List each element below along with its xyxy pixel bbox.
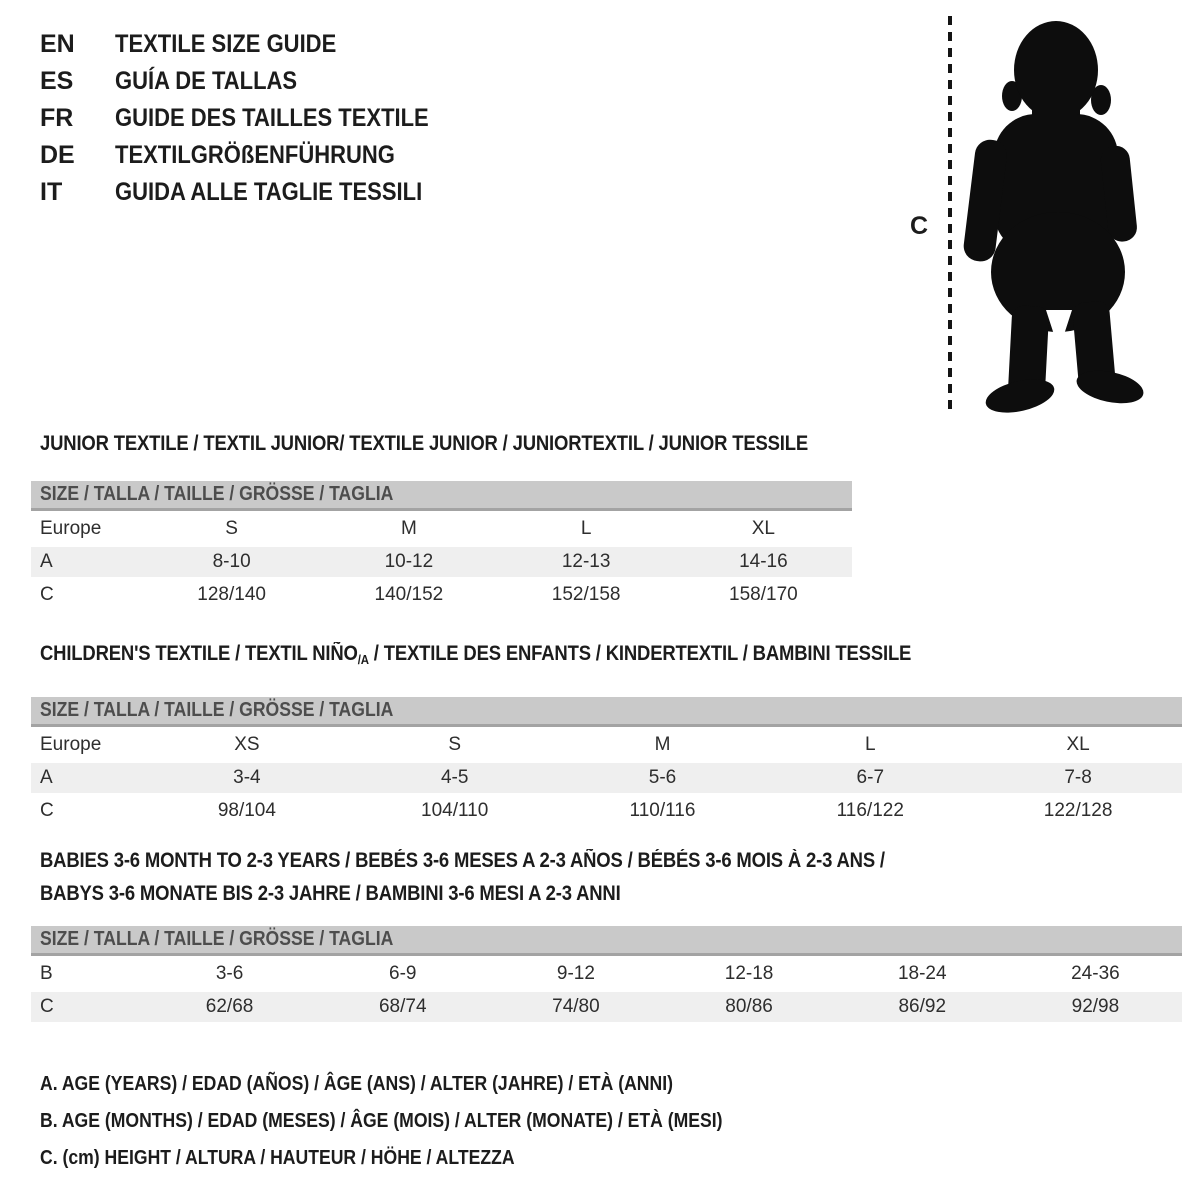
row-label: Europe — [40, 518, 102, 539]
junior-size-table: SIZE / TALLA / TAILLE / GRÖSSE / TAGLIA … — [31, 481, 852, 610]
row-label: C — [40, 800, 54, 821]
table-row-age: A 3-4 4-5 5-6 6-7 7-8 — [31, 760, 1182, 793]
size-cell: XL — [1066, 734, 1090, 755]
size-cell: M — [654, 734, 671, 755]
size-cell: S — [225, 518, 238, 539]
row-label: Europe — [40, 734, 102, 755]
lang-code: FR — [40, 104, 74, 132]
height-cell: 104/110 — [421, 800, 489, 821]
height-cell: 80/86 — [725, 996, 773, 1017]
section-junior-textile: JUNIOR TEXTILE / TEXTIL JUNIOR/ TEXTILE … — [31, 432, 852, 610]
table-row-height: C 98/104 104/110 110/116 116/122 122/128 — [31, 793, 1182, 826]
lang-code: EN — [40, 30, 75, 58]
height-cell: 122/128 — [1043, 800, 1113, 821]
lang-code: IT — [40, 178, 63, 206]
section-babies-textile: BABIES 3-6 MONTH TO 2-3 YEARS / BEBÉS 3-… — [31, 844, 1182, 1022]
row-label: B — [40, 963, 53, 984]
size-cell: L — [865, 734, 876, 755]
lang-row-it: IT GUIDA ALLE TAGLIE TESSILI — [40, 174, 472, 211]
lang-code: ES — [40, 67, 74, 95]
height-cell: 92/98 — [1071, 996, 1120, 1017]
height-cell: 86/92 — [898, 996, 947, 1017]
height-cell: 128/140 — [197, 584, 266, 605]
size-header-bar: SIZE / TALLA / TAILLE / GRÖSSE / TAGLIA — [31, 697, 1182, 727]
section-title-children: CHILDREN'S TEXTILE / TEXTIL NIÑO/A / TEX… — [40, 642, 912, 667]
lang-title: GUIDE DES TAILLES TEXTILE — [115, 104, 429, 132]
section-title-babies: BABIES 3-6 MONTH TO 2-3 YEARS / BEBÉS 3-… — [40, 849, 885, 905]
months-cell: 6-9 — [389, 963, 417, 984]
months-cell: 18-24 — [897, 963, 947, 984]
toddler-silhouette — [963, 21, 1144, 413]
table-row-europe: Europe S M L XL — [31, 511, 852, 544]
lang-title: TEXTILGRÖßENFÜHRUNG — [115, 141, 395, 169]
age-cell: 3-4 — [233, 767, 261, 788]
size-cell: XL — [751, 518, 775, 539]
babies-size-table: SIZE / TALLA / TAILLE / GRÖSSE / TAGLIA … — [31, 926, 1182, 1022]
lang-code: DE — [40, 141, 75, 169]
age-cell: 12-13 — [561, 551, 611, 572]
legend-block: A. AGE (YEARS) / EDAD (AÑOS) / ÂGE (ANS)… — [40, 1066, 816, 1177]
size-cell: S — [448, 734, 462, 755]
lang-title: GUÍA DE TALLAS — [115, 67, 298, 95]
height-measure-dashed-line — [948, 16, 952, 416]
height-cell: 116/122 — [836, 800, 904, 821]
table-row-age: A 8-10 10-12 12-13 14-16 — [31, 544, 852, 577]
lang-title: GUIDA ALLE TAGLIE TESSILI — [115, 178, 423, 206]
months-cell: 24-36 — [1071, 963, 1120, 984]
lang-row-fr: FR GUIDE DES TAILLES TEXTILE — [40, 100, 472, 137]
lang-row-es: ES GUÍA DE TALLAS — [40, 63, 472, 100]
size-cell: L — [580, 518, 592, 539]
height-measure-label: C — [910, 212, 929, 240]
height-cell: 98/104 — [217, 800, 276, 821]
section-title-junior: JUNIOR TEXTILE / TEXTIL JUNIOR/ TEXTILE … — [40, 432, 809, 455]
age-cell: 14-16 — [739, 551, 788, 572]
legend-line-b: B. AGE (MONTHS) / EDAD (MESES) / ÂGE (MO… — [40, 1110, 723, 1132]
height-cell: 74/80 — [552, 996, 600, 1017]
size-cell: M — [400, 518, 417, 539]
height-cell: 140/152 — [374, 584, 444, 605]
row-label: A — [40, 551, 53, 572]
table-row-height: C 62/68 68/74 74/80 80/86 86/92 92/98 — [31, 989, 1182, 1022]
nino-a-subscript: /A — [357, 652, 369, 667]
height-cell: 62/68 — [205, 996, 254, 1017]
months-cell: 9-12 — [556, 963, 595, 984]
size-cell: XS — [234, 734, 260, 755]
table-row-europe: Europe XS S M L XL — [31, 727, 1182, 760]
legend-line-c: C. (cm) HEIGHT / ALTURA / HAUTEUR / HÖHE… — [40, 1147, 515, 1169]
size-header-bar: SIZE / TALLA / TAILLE / GRÖSSE / TAGLIA — [31, 481, 852, 511]
lang-title: TEXTILE SIZE GUIDE — [115, 30, 337, 58]
legend-line-a: A. AGE (YEARS) / EDAD (AÑOS) / ÂGE (ANS)… — [40, 1073, 673, 1095]
age-cell: 6-7 — [856, 767, 885, 788]
size-header-bar: SIZE / TALLA / TAILLE / GRÖSSE / TAGLIA — [31, 926, 1182, 956]
age-cell: 5-6 — [648, 767, 677, 788]
height-cell: 110/116 — [629, 800, 696, 821]
section-children-textile: CHILDREN'S TEXTILE / TEXTIL NIÑO/A / TEX… — [31, 642, 1182, 826]
age-cell: 8-10 — [212, 551, 251, 572]
age-cell: 7-8 — [1064, 767, 1092, 788]
language-title-block: EN TEXTILE SIZE GUIDE ES GUÍA DE TALLAS … — [40, 26, 472, 211]
lang-row-de: DE TEXTILGRÖßENFÜHRUNG — [40, 137, 472, 174]
months-cell: 12-18 — [724, 963, 774, 984]
table-row-height: C 128/140 140/152 152/158 158/170 — [31, 577, 852, 610]
months-cell: 3-6 — [215, 963, 244, 984]
height-cell: 152/158 — [551, 584, 621, 605]
table-row-months: B 3-6 6-9 9-12 12-18 18-24 24-36 — [31, 956, 1182, 989]
row-label: C — [40, 584, 54, 605]
height-cell: 158/170 — [729, 584, 798, 605]
children-size-table: SIZE / TALLA / TAILLE / GRÖSSE / TAGLIA … — [31, 697, 1182, 826]
height-cell: 68/74 — [378, 996, 427, 1017]
lang-row-en: EN TEXTILE SIZE GUIDE — [40, 26, 472, 63]
age-cell: 4-5 — [440, 767, 469, 788]
age-cell: 10-12 — [384, 551, 434, 572]
row-label: C — [40, 996, 54, 1017]
row-label: A — [40, 767, 53, 788]
